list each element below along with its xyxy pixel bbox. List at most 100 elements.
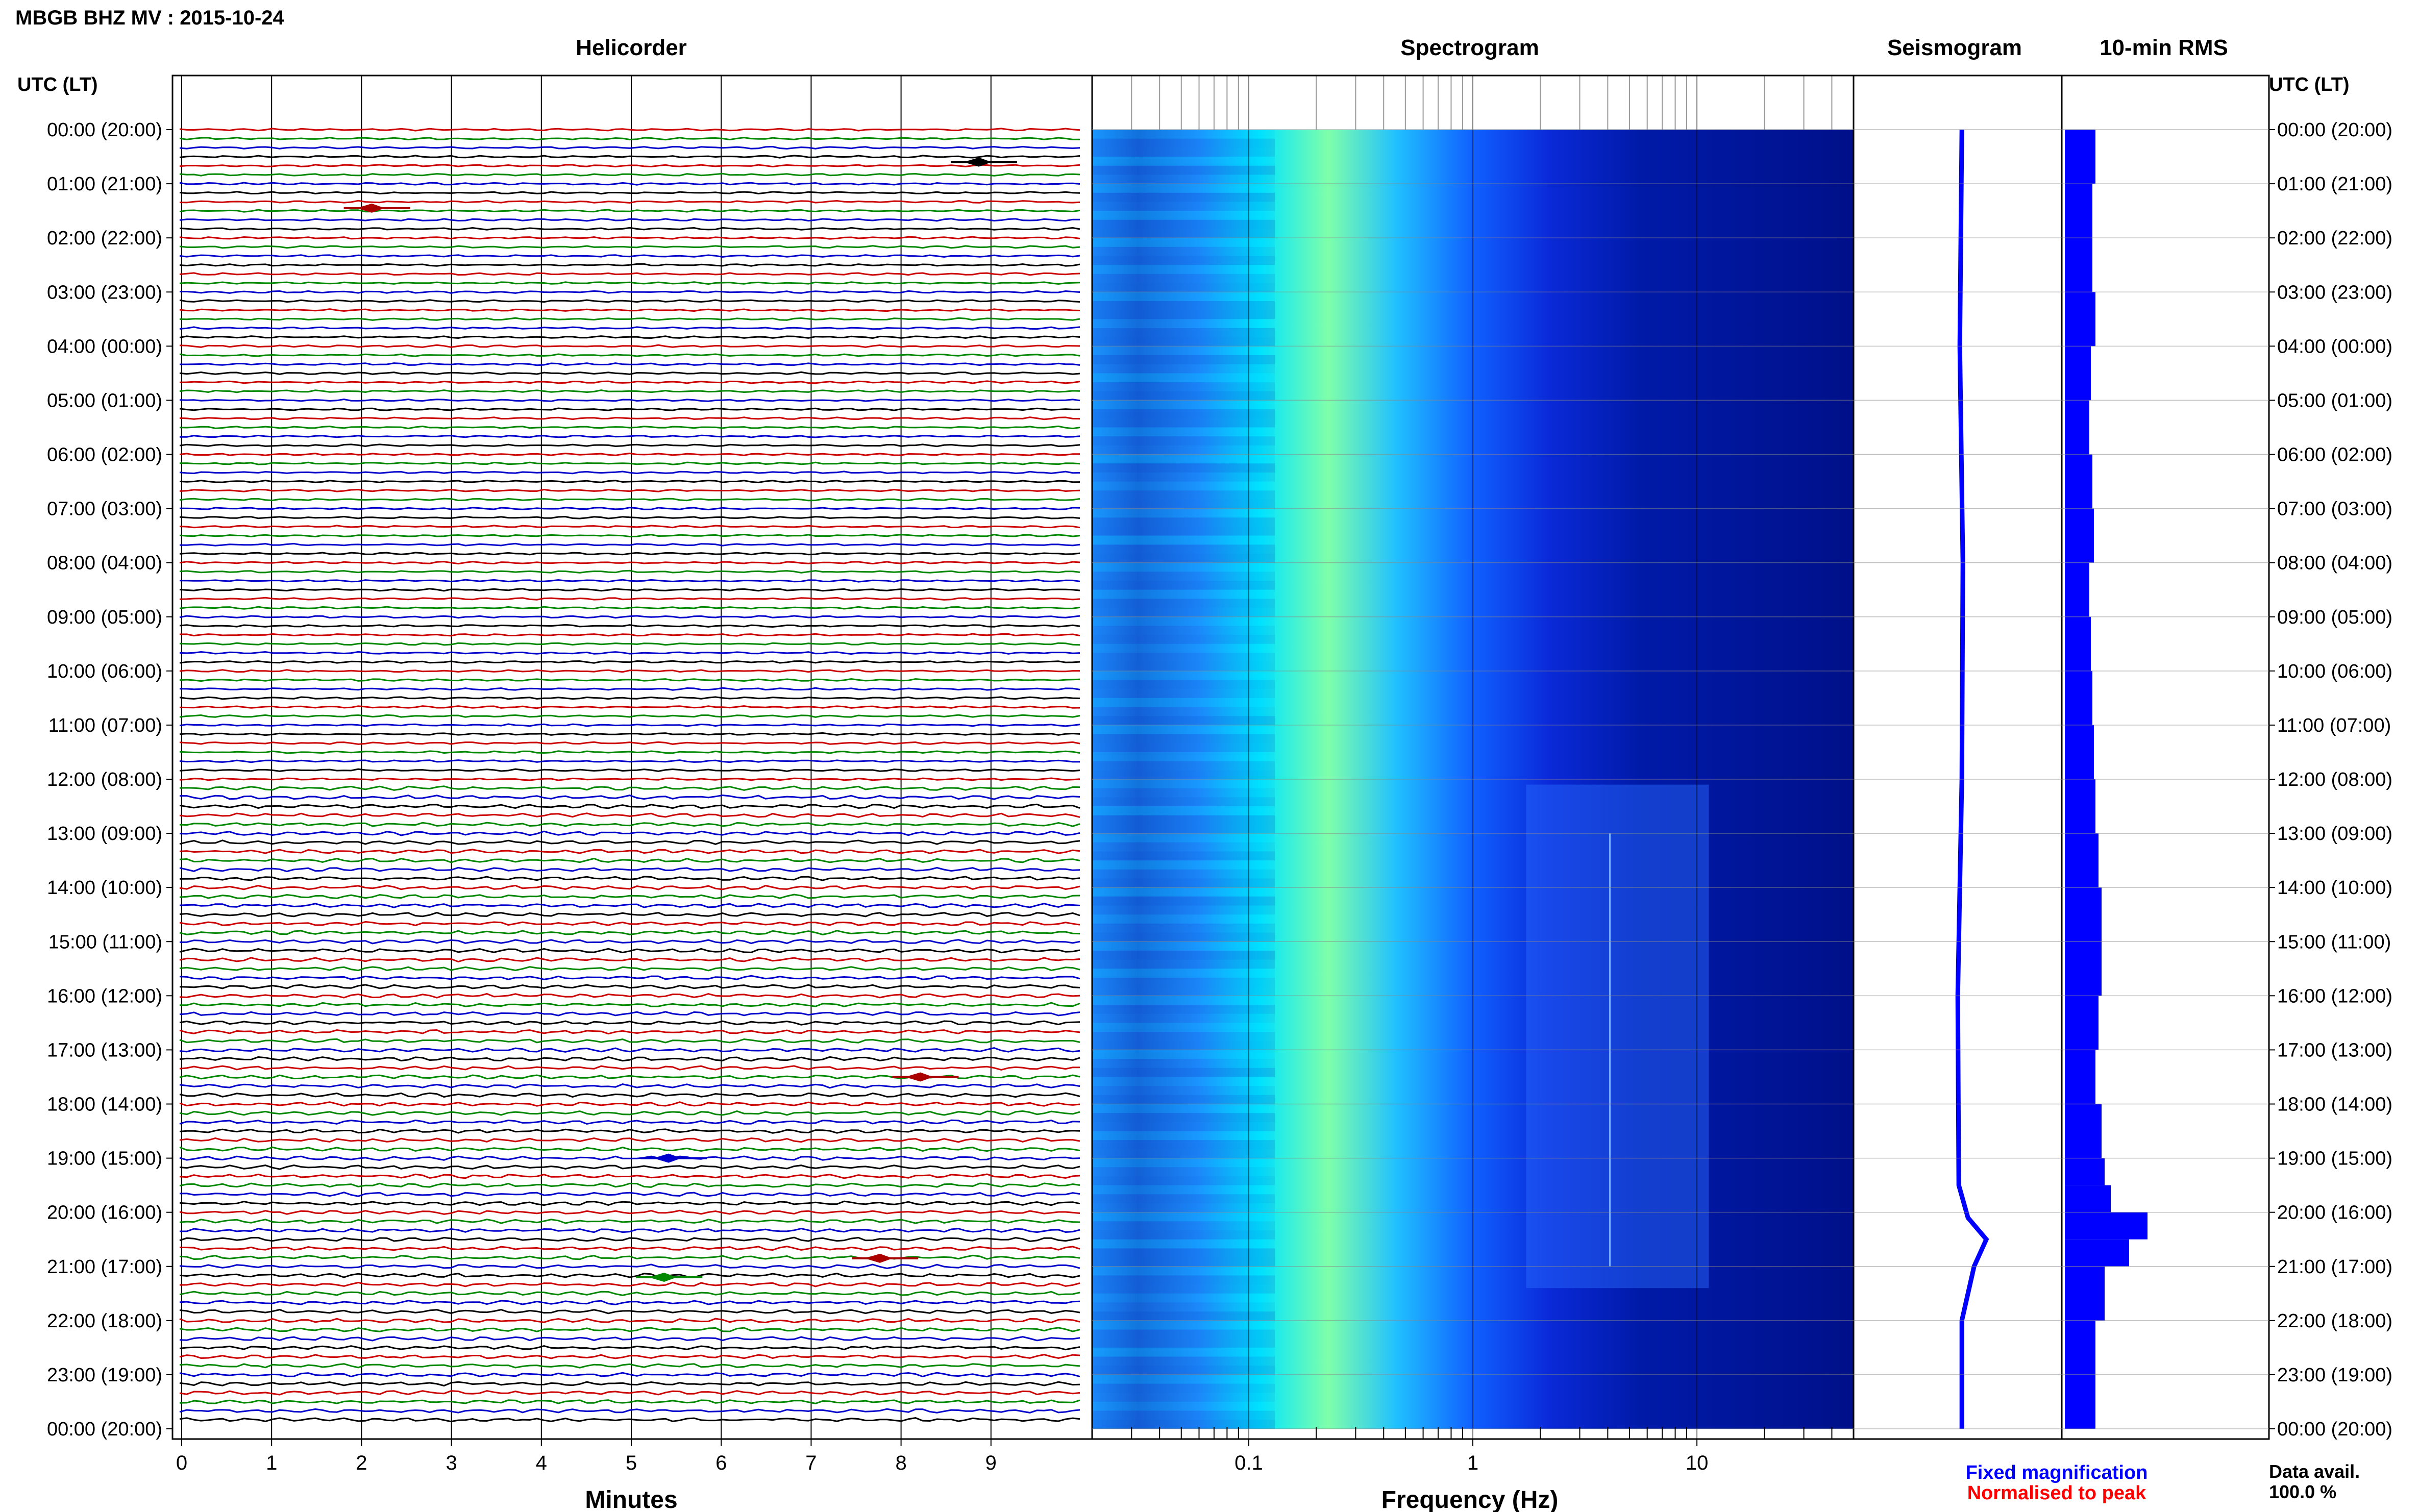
- frequency-tick-label: 10: [1686, 1452, 1709, 1474]
- spectrogram-banding: [1092, 130, 1275, 1429]
- helicorder-trace: [179, 696, 1080, 700]
- helicorder-trace: [179, 461, 1080, 465]
- spectrogram-band: [1092, 454, 1275, 464]
- spectrogram-band: [1092, 301, 1275, 310]
- time-label-left: 09:00 (05:00): [47, 607, 162, 628]
- helicorder-trace: [179, 911, 1080, 918]
- spectrogram-band: [1092, 1194, 1275, 1203]
- helicorder-trace: [179, 155, 1080, 159]
- rms-bar: [2065, 1266, 2105, 1321]
- rms-bar: [2065, 1320, 2095, 1375]
- helicorder-trace: [179, 1390, 1080, 1396]
- spectrogram-band: [1092, 1005, 1275, 1014]
- spectrogram-band: [1092, 391, 1275, 401]
- helicorder-trace: [179, 164, 1080, 168]
- rms-bar: [2065, 996, 2099, 1050]
- helicorder-trace: [179, 200, 1080, 204]
- helicorder-trace: [179, 1200, 1080, 1206]
- spectrogram-band: [1092, 842, 1275, 852]
- time-label-left: 13:00 (09:00): [47, 823, 162, 845]
- spectrogram-band: [1092, 1374, 1275, 1384]
- helicorder-trace: [179, 515, 1080, 519]
- utc-header-right: UTC (LT): [2269, 74, 2350, 95]
- spectrogram-band: [1092, 1320, 1275, 1330]
- spectrogram-band: [1092, 274, 1275, 283]
- helicorder-tick-label: 2: [356, 1452, 367, 1474]
- helicorder-trace: [179, 642, 1080, 646]
- helicorder-trace: [179, 768, 1080, 772]
- spectrogram-band: [1092, 508, 1275, 518]
- spectrogram-band: [1092, 1420, 1275, 1429]
- time-label-right: 18:00 (14:00): [2277, 1094, 2392, 1116]
- time-label-left: 21:00 (17:00): [47, 1256, 162, 1278]
- spectrogram-band: [1092, 382, 1275, 391]
- helicorder-trace: [179, 1236, 1080, 1243]
- helicorder-trace: [179, 281, 1080, 285]
- helicorder-trace: [179, 245, 1080, 249]
- time-label-left: 17:00 (13:00): [47, 1039, 162, 1061]
- spectrogram-band: [1092, 689, 1275, 698]
- time-label-left: 02:00 (22:00): [47, 228, 162, 249]
- time-label-left: 14:00 (10:00): [47, 877, 162, 899]
- helicorder-trace: [179, 172, 1080, 177]
- spectrogram-band: [1092, 833, 1275, 842]
- spectrogram-band: [1092, 1040, 1275, 1050]
- spectrogram-band: [1092, 1068, 1275, 1077]
- frequency-tick-label: 1: [1467, 1452, 1478, 1474]
- helicorder-trace: [179, 1246, 1080, 1251]
- helicorder-trace: [179, 561, 1080, 565]
- spectrogram-band: [1092, 1122, 1275, 1131]
- spectrogram-band: [1092, 499, 1275, 509]
- spectrogram-band: [1092, 553, 1275, 563]
- helicorder-trace: [179, 1354, 1080, 1359]
- time-label-left: 18:00 (14:00): [47, 1094, 162, 1116]
- helicorder-trace: [179, 975, 1080, 980]
- spectrogram-band: [1092, 914, 1275, 924]
- helicorder-trace: [179, 1029, 1080, 1035]
- spectrogram-band: [1092, 265, 1275, 274]
- helicorder-trace: [179, 308, 1080, 312]
- seismogram-panel: [1853, 75, 2063, 1440]
- helicorder-trace: [179, 542, 1080, 547]
- helicorder-trace: [180, 362, 1080, 366]
- spectrogram-band: [1092, 1086, 1275, 1095]
- spectrogram-band: [1092, 1248, 1275, 1258]
- time-label-right: 17:00 (13:00): [2277, 1039, 2392, 1061]
- helicorder-trace: [179, 209, 1080, 213]
- helicorder-trace: [179, 669, 1080, 673]
- helicorder-trace: [179, 1318, 1080, 1324]
- spectrogram-band: [1092, 463, 1275, 473]
- helicorder-trace: [179, 705, 1080, 709]
- spectrogram-band: [1092, 896, 1275, 906]
- spectrogram-band: [1092, 662, 1275, 671]
- time-label-right: 19:00 (15:00): [2277, 1148, 2392, 1170]
- helicorder-trace: [179, 128, 1080, 132]
- spectrogram-band: [1092, 977, 1275, 987]
- helicorder-trace: [179, 624, 1080, 628]
- time-label-right: 07:00 (03:00): [2277, 499, 2392, 520]
- spectrogram-band: [1092, 1311, 1275, 1321]
- data-avail-label: Data avail.: [2269, 1461, 2360, 1482]
- spectrogram-band: [1092, 1366, 1275, 1375]
- helicorder-trace: [179, 353, 1080, 357]
- spectrogram-band: [1092, 562, 1275, 572]
- helicorder-trace: [179, 1417, 1080, 1423]
- helicorder-trace: [179, 1209, 1080, 1215]
- rms-bar: [2065, 779, 2095, 834]
- helicorder-trace: [179, 452, 1080, 456]
- spectrogram-band: [1092, 445, 1275, 455]
- helicorder-trace: [179, 857, 1080, 863]
- spectrogram-band: [1092, 1293, 1275, 1303]
- helicorder-trace: [179, 443, 1080, 448]
- spectrogram-band: [1092, 319, 1275, 328]
- spectrogram-band: [1092, 959, 1275, 969]
- time-label-right: 22:00 (18:00): [2277, 1310, 2392, 1332]
- helicorder-trace: [179, 380, 1080, 384]
- helicorder-trace: [179, 254, 1080, 258]
- spectrogram-band: [1092, 608, 1275, 617]
- helicorder-trace: [179, 1110, 1080, 1116]
- helicorder-trace: [179, 1372, 1080, 1378]
- helicorder-trace: [179, 272, 1080, 276]
- helicorder-tick-label: 8: [895, 1452, 906, 1474]
- helicorder-trace: [179, 830, 1080, 836]
